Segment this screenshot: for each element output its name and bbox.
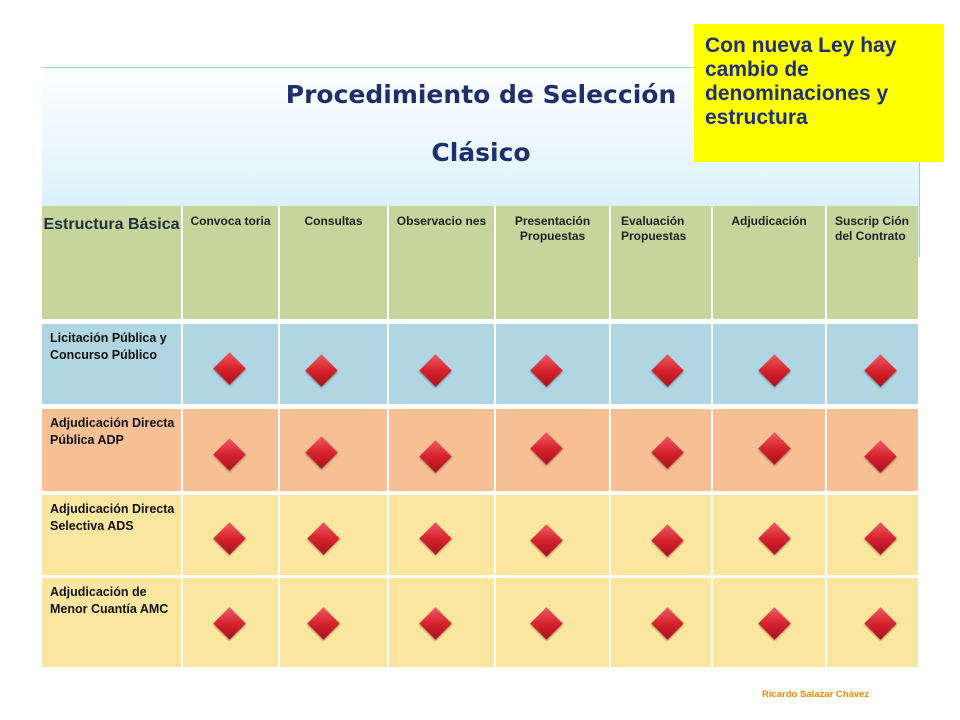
column-header-label: Suscrip Ción del Contrato bbox=[835, 214, 910, 243]
title-line-2: Clásico bbox=[431, 138, 531, 167]
column-header-label: Adjudicación bbox=[731, 214, 807, 228]
column-header-label: Presentación Propuestas bbox=[514, 214, 591, 243]
procedure-table: Estructura Básica Convoca toria Consulta… bbox=[42, 206, 918, 667]
column-header: Suscrip Ción del Contrato bbox=[827, 206, 918, 319]
row-label-cell: Licitación Pública y Concurso Público bbox=[42, 324, 181, 404]
row-label-cell: Adjudicación Directa Selectiva ADS bbox=[42, 495, 181, 575]
row-label-cell: Adjudicación de Menor Cuantía AMC bbox=[42, 578, 181, 667]
column-header: Adjudicación bbox=[713, 206, 825, 319]
row-label: Adjudicación Directa Pública ADP bbox=[50, 416, 175, 447]
callout-note: Con nueva Ley hay cambio de denominacion… bbox=[694, 24, 944, 162]
column-header-label: Consultas bbox=[304, 214, 363, 228]
column-header: Evaluación Propuestas bbox=[611, 206, 711, 319]
column-header: Observacio nes bbox=[389, 206, 494, 319]
row-label: Adjudicación de Menor Cuantía AMC bbox=[50, 585, 169, 616]
row-label: Adjudicación Directa Selectiva ADS bbox=[50, 502, 175, 533]
title-line-1: Procedimiento de Selección bbox=[285, 80, 677, 109]
column-header: Convoca toria bbox=[183, 206, 278, 319]
column-header: Presentación Propuestas bbox=[496, 206, 609, 319]
row-label: Licitación Pública y Concurso Público bbox=[50, 331, 167, 362]
column-header-label: Convoca toria bbox=[190, 214, 271, 228]
table-corner-header: Estructura Básica bbox=[42, 206, 181, 319]
row-label-cell: Adjudicación Directa Pública ADP bbox=[42, 409, 181, 491]
column-header-label: Evaluación Propuestas bbox=[621, 214, 687, 243]
column-header: Consultas bbox=[280, 206, 387, 319]
author-credit: Ricardo Salazar Chávez bbox=[762, 689, 870, 700]
corner-label: Estructura Básica bbox=[43, 216, 180, 233]
table-cell bbox=[280, 324, 387, 404]
column-header-label: Observacio nes bbox=[396, 214, 487, 228]
